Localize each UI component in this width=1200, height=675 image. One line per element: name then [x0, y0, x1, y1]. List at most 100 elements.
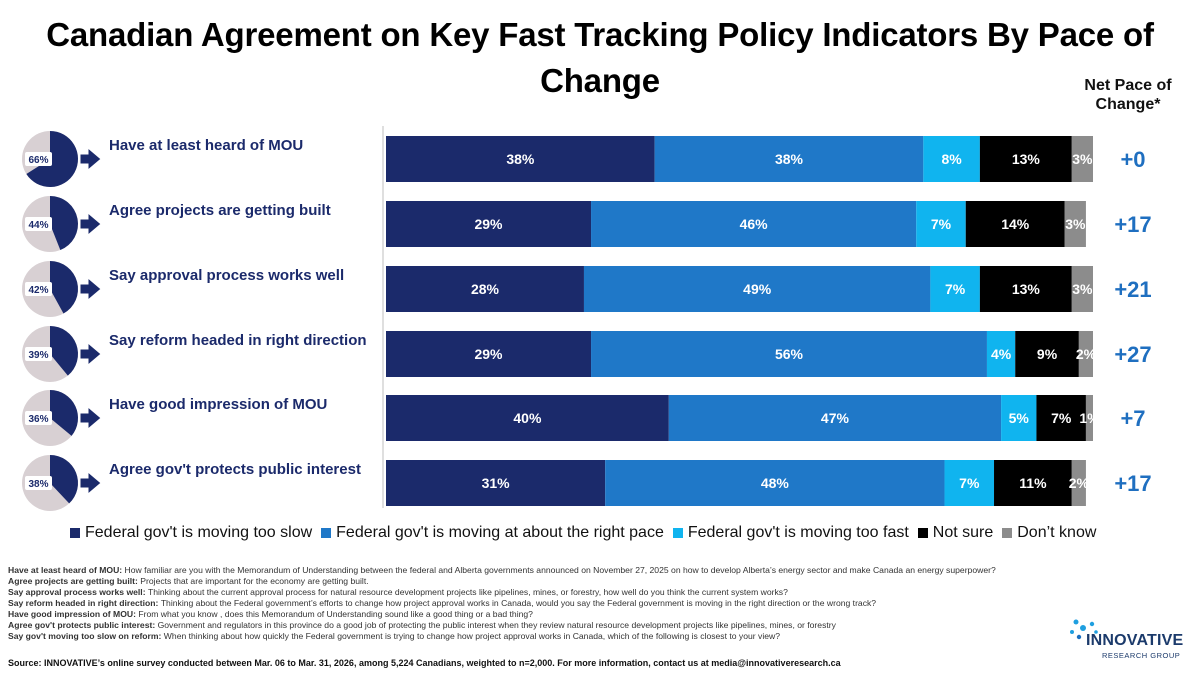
indicator-pie-slice [50, 455, 79, 504]
bar-segment [944, 460, 995, 506]
indicator-pie-slice [50, 326, 79, 376]
bar-value-label: 7% [959, 475, 980, 491]
bar-segment [583, 266, 931, 312]
bar-value-label: 31% [482, 475, 511, 491]
bar-value-label: 8% [941, 151, 962, 167]
net-pace-value: +17 [1114, 212, 1151, 237]
arrow-icon [79, 146, 102, 172]
indicator-label-bg [25, 411, 52, 425]
legend-swatch [70, 528, 80, 538]
bar-segment [1064, 201, 1086, 247]
indicator-pct-label: 44% [28, 220, 48, 231]
bar-segment [605, 460, 945, 506]
bar-value-label: 2% [1069, 475, 1090, 491]
arrow-icon [79, 470, 102, 496]
bar-value-label: 4% [991, 346, 1012, 362]
indicator-pie-slice [50, 196, 79, 251]
bar-segment [1085, 395, 1093, 441]
bar-value-label: 38% [775, 151, 804, 167]
question-note-label: Say reform headed in right direction: [8, 598, 161, 608]
arrow-icon [79, 276, 102, 302]
question-note-label: Say approval process works well: [8, 587, 148, 597]
legend: Federal gov't is moving too slow Federal … [70, 524, 1170, 542]
question-note-text: Thinking about the Federal government’s … [160, 598, 877, 608]
bar-value-label: 11% [1019, 475, 1047, 491]
bar-segment [386, 395, 669, 441]
net-pace-header: Net Pace of Change* [1084, 77, 1172, 113]
indicator-pie-slice [50, 390, 79, 436]
legend-item: Don’t know [1002, 524, 1096, 542]
category-label: Say approval process works well [109, 267, 344, 284]
indicator-label-bg [25, 476, 52, 490]
arrow-icon [79, 405, 102, 431]
indicator-pct-label: 66% [28, 155, 48, 166]
question-note: Agree gov't protects public interest: Go… [8, 620, 1198, 631]
bar-value-label: 1% [1079, 410, 1100, 426]
bar-segment [668, 395, 1002, 441]
bar-segment [930, 266, 980, 312]
question-note-text: How familiar are you with the Memorandum… [124, 565, 996, 575]
bar-segment [1036, 395, 1086, 441]
bar-value-label: 46% [740, 216, 769, 232]
question-note: Agree projects are getting built: Projec… [8, 576, 1198, 587]
logo-name: INNOVATIVE [1086, 632, 1184, 649]
question-note-text: From what you know , does this Memorandu… [138, 609, 533, 619]
bar-value-label: 7% [931, 216, 952, 232]
question-note-label: Say gov't moving too slow on reform: [8, 631, 164, 641]
bar-value-label: 13% [1012, 151, 1041, 167]
indicator-pct-label: 38% [28, 479, 48, 490]
bar-segment [386, 331, 592, 377]
bar-segment [591, 331, 987, 377]
bar-segment [916, 201, 966, 247]
bar-segment [1071, 136, 1093, 182]
bar-value-label: 29% [474, 346, 503, 362]
indicator-label-bg [25, 217, 52, 231]
bar-segment [979, 266, 1072, 312]
bar-value-label: 3% [1072, 281, 1093, 297]
question-note-label: Agree gov't protects public interest: [8, 620, 158, 630]
innovative-logo: INNOVATIVE RESEARCH GROUP [1068, 618, 1190, 666]
bar-value-label: 40% [513, 410, 542, 426]
legend-item: Federal gov't is moving too slow [70, 524, 312, 542]
question-note: Say reform headed in right direction: Th… [8, 598, 1198, 609]
bar-value-label: 48% [761, 475, 790, 491]
bar-segment [1071, 266, 1093, 312]
arrow-icon [79, 211, 102, 237]
indicator-label-bg [25, 347, 52, 361]
question-note-label: Agree projects are getting built: [8, 576, 141, 586]
source-note: Source: INNOVATIVE’s online survey condu… [8, 658, 841, 668]
bar-value-label: 3% [1072, 151, 1093, 167]
net-pace-value: +17 [1114, 471, 1151, 496]
question-note: Say approval process works well: Thinkin… [8, 587, 1198, 598]
legend-swatch [672, 528, 683, 538]
question-note-text: When thinking about how quickly the Fede… [163, 631, 781, 641]
legend-item: Federal gov't is moving too fast [672, 524, 909, 542]
bar-segment [386, 201, 592, 247]
bar-segment [986, 331, 1016, 377]
bar-segment [979, 136, 1072, 182]
legend-label: Not sure [932, 524, 994, 541]
bar-segment [1001, 395, 1037, 441]
bar-value-label: 47% [821, 410, 850, 426]
bar-value-label: 3% [1065, 216, 1086, 232]
question-note: Have good impression of MOU: From what y… [8, 609, 1198, 620]
logo-subtitle: RESEARCH GROUP [1102, 651, 1181, 660]
bar-value-label: 14% [1001, 216, 1030, 232]
bar-segment [386, 266, 584, 312]
bar-segment [1071, 460, 1086, 506]
legend-swatch [321, 528, 332, 538]
legend-label: Don’t know [1017, 524, 1097, 541]
indicator-label-bg [25, 282, 52, 296]
bar-segment [386, 460, 606, 506]
question-note-text: Thinking about the current approval proc… [147, 587, 788, 597]
arrow-icon [79, 341, 102, 367]
legend-item: Federal gov't is moving at about the rig… [321, 524, 664, 542]
bar-segment [1015, 331, 1079, 377]
bar-value-label: 28% [471, 281, 500, 297]
legend-item: Not sure [917, 524, 994, 542]
bar-value-label: 7% [1051, 410, 1072, 426]
category-label: Say reform headed in right direction [109, 332, 367, 349]
legend-label: Federal gov't is moving too fast [687, 524, 909, 541]
indicator-pct-label: 42% [28, 285, 48, 296]
bar-value-label: 29% [474, 216, 503, 232]
